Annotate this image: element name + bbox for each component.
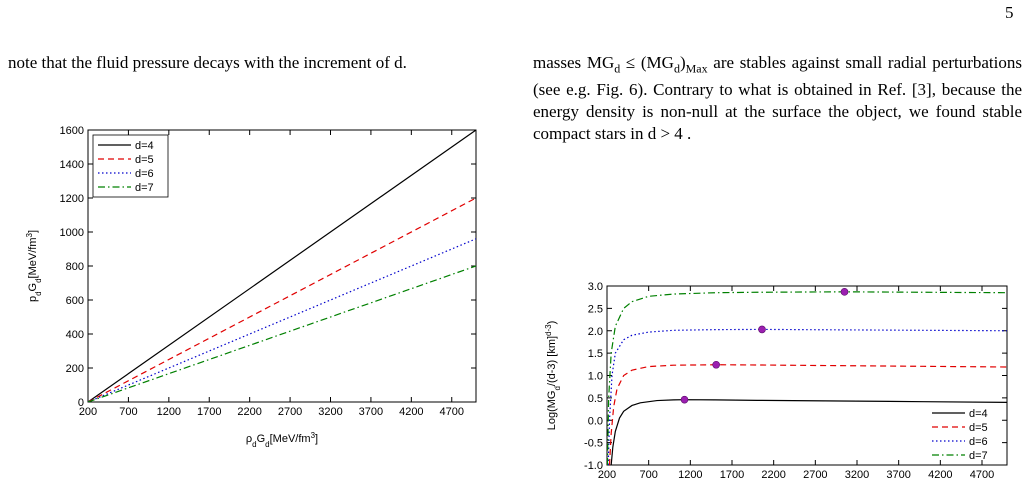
x-tick-label: 1700 (197, 406, 221, 418)
script-text: Max (685, 61, 708, 76)
legend-box (92, 134, 169, 198)
y-axis-label: pdGd[MeV/fm3] (25, 230, 43, 302)
y-tick-label: -1.0 (584, 460, 603, 472)
y-tick-label: -0.5 (584, 438, 603, 450)
y-tick-label: 1600 (60, 125, 84, 137)
y-tick-label: 0 (78, 397, 84, 409)
x-tick-label: 4200 (928, 469, 952, 481)
x-tick-label: 200 (79, 406, 97, 418)
script-text: d (252, 440, 256, 449)
x-tick-label: 200 (598, 469, 616, 481)
series-line (608, 364, 1007, 465)
legend-label: d=6 (135, 168, 154, 180)
y-tick-label: 0.5 (588, 393, 603, 405)
maximum-point (758, 325, 766, 334)
legend-label: d=7 (135, 182, 154, 194)
maximum-point (840, 288, 849, 296)
x-tick-label: 2200 (237, 406, 261, 418)
script-text: d (34, 278, 43, 282)
y-tick-label: 1.0 (588, 371, 603, 383)
y-tick-label: 1.5 (588, 348, 603, 360)
script-text: 3 (25, 232, 34, 237)
legend-label: d=6 (969, 436, 988, 448)
series-line (607, 291, 1007, 465)
y-tick-label: 2.0 (588, 326, 603, 338)
legend-label: d=7 (969, 450, 988, 462)
x-tick-label: 3700 (886, 469, 910, 481)
series-line (607, 328, 1007, 465)
x-axis-label: ρdGd[MeV/fm3] (246, 431, 318, 449)
y-tick-label: 200 (66, 363, 84, 375)
legend-label: d=5 (135, 154, 154, 166)
y-tick-label: 3.0 (588, 281, 603, 293)
y-tick-label: 1400 (60, 159, 84, 171)
y-tick-label: 600 (66, 295, 84, 307)
y-tick-label: 1000 (60, 227, 84, 239)
series-line (88, 130, 476, 402)
x-tick-label: 2700 (803, 469, 827, 481)
script-text: d (265, 440, 269, 449)
x-tick-label: 4700 (970, 469, 994, 481)
x-tick-label: 1700 (720, 469, 744, 481)
series-line (88, 265, 476, 402)
series-line (610, 399, 1007, 465)
x-tick-label: 3700 (359, 406, 383, 418)
x-tick-label: 1200 (678, 469, 702, 481)
x-tick-label: 3200 (845, 469, 869, 481)
x-tick-label: 2200 (761, 469, 785, 481)
x-tick-label: 3200 (318, 406, 342, 418)
x-tick-label: 700 (119, 406, 137, 418)
legend-label: d=5 (969, 422, 988, 434)
maximum-point (712, 360, 720, 369)
script-text: d (34, 291, 43, 295)
script-text: d-3 (544, 324, 553, 336)
legend-label: d=4 (969, 408, 988, 420)
x-tick-label: 4200 (399, 406, 423, 418)
y-tick-label: 800 (66, 261, 84, 273)
x-tick-label: 700 (639, 469, 657, 481)
y-axis-label: Log(MGd/(d-3) [km]d-3) (544, 321, 562, 431)
script-text: d (673, 61, 680, 76)
maximum-point (680, 395, 689, 404)
script-text: d (553, 386, 562, 390)
plot-frame (606, 285, 1008, 466)
page-number: 5 (1005, 3, 1014, 22)
x-tick-label: 2700 (278, 406, 302, 418)
legend-label: d=4 (135, 140, 154, 152)
right-paragraph: masses MGd ≤ (MGd)Max are stables agains… (533, 53, 1022, 144)
y-tick-label: 2.5 (588, 303, 603, 315)
script-text: 3 (311, 431, 316, 440)
series-line (88, 197, 476, 402)
left-paragraph: note that the fluid pressure decays with… (8, 53, 407, 72)
x-tick-label: 4700 (440, 406, 464, 418)
script-text: d (614, 61, 621, 76)
series-line (88, 238, 476, 402)
x-tick-label: 1200 (157, 406, 181, 418)
y-tick-label: 1200 (60, 193, 84, 205)
y-tick-label: 400 (66, 329, 84, 341)
y-tick-label: 0.0 (588, 415, 603, 427)
